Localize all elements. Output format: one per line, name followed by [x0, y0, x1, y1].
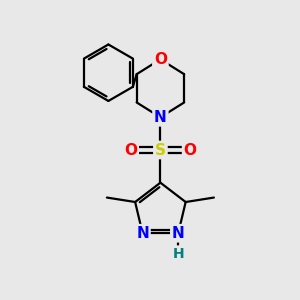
Text: S: S: [155, 142, 166, 158]
Text: O: O: [124, 142, 137, 158]
Text: N: N: [154, 110, 167, 125]
Text: N: N: [136, 226, 149, 241]
Text: N: N: [172, 226, 184, 241]
Text: O: O: [184, 142, 196, 158]
Text: O: O: [154, 52, 167, 67]
Text: H: H: [172, 247, 184, 261]
